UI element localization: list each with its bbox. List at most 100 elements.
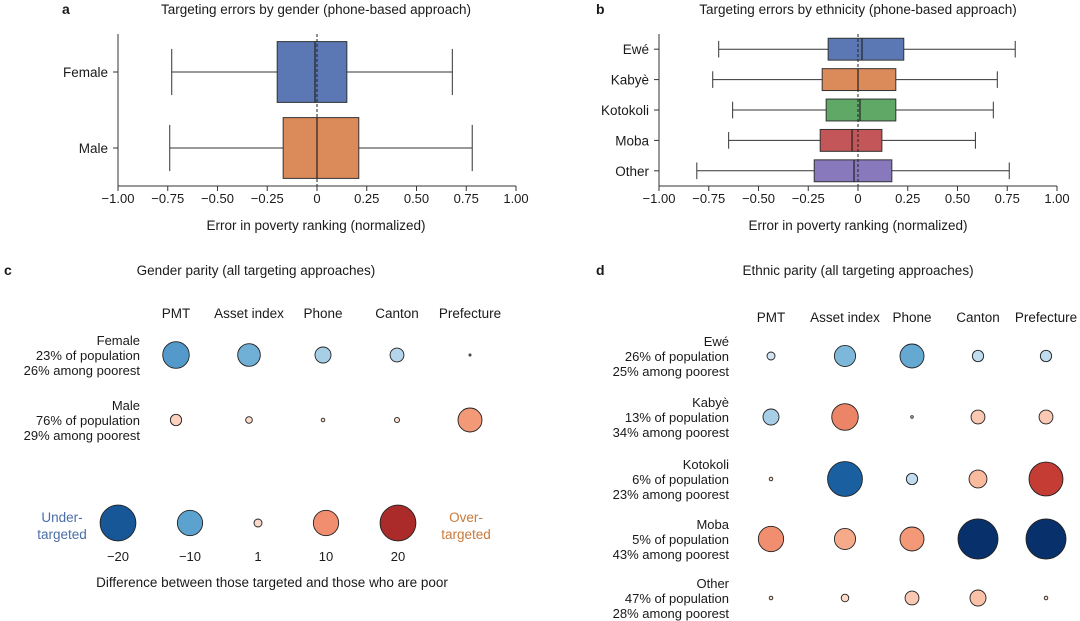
panel-d: d Ethnic parity (all targeting approache… — [596, 262, 1077, 621]
panel-a-plot: −1.00 −0.75 −0.50 −0.25 0 0.25 0.50 0.75 1.00 Fem… — [63, 34, 529, 206]
panel-letter-b: b — [596, 1, 605, 17]
panel-c-title: Gender parity (all targeting approaches) — [137, 263, 376, 278]
b-x-tick-label: −0.25 — [792, 191, 825, 206]
b-category-label: Ewé — [623, 42, 649, 57]
d-bubble — [768, 595, 774, 601]
c-bubble — [237, 343, 261, 367]
d-row-name: Ewé — [704, 334, 729, 349]
a-x-tick-label: 0.50 — [404, 191, 429, 206]
d-bubble — [1025, 518, 1067, 560]
b-x-tick-label: −1.00 — [643, 191, 676, 206]
c-row-population: 76% of population — [36, 413, 140, 428]
c-legend-value: −20 — [107, 549, 129, 564]
d-bubble — [766, 351, 776, 361]
panel-d-title: Ethnic parity (all targeting approaches) — [742, 263, 973, 278]
panel-b-xlabel: Error in poverty ranking (normalized) — [748, 218, 967, 233]
a-box-1 — [282, 117, 360, 179]
panel-letter-c: c — [4, 262, 12, 278]
c-bubble — [320, 417, 326, 423]
d-bubble — [1043, 595, 1049, 601]
panel-c-legend-caption: Difference between those targeted and th… — [96, 575, 448, 590]
panel-letter-a: a — [62, 1, 70, 17]
b-category-label: Kabyè — [611, 73, 649, 88]
d-bubble — [970, 409, 986, 425]
d-row-name: Other — [696, 576, 729, 591]
c-column-header: PMT — [162, 306, 191, 321]
a-category-label: Male — [79, 141, 108, 156]
b-category-label: Moba — [615, 133, 649, 148]
d-column-header: Phone — [892, 310, 931, 325]
d-bubble — [971, 349, 985, 363]
panel-d-grid: PMT Asset index Phone Canton Prefecture Ewé26… — [613, 310, 1078, 621]
c-row-name: Female — [97, 333, 140, 348]
d-bubble — [833, 527, 857, 551]
c-bubble — [457, 407, 483, 433]
a-x-tick-label: −0.25 — [251, 191, 284, 206]
a-x-tick-label: 0.75 — [454, 191, 479, 206]
c-legend-bubble — [99, 504, 137, 542]
c-column-header: Phone — [303, 306, 342, 321]
panel-b-title: Targeting errors by ethnicity (phone-bas… — [699, 2, 1016, 17]
panel-c-grid: PMT Asset index Phone Canton Prefecture Femal… — [24, 306, 502, 443]
c-bubble — [162, 341, 190, 369]
a-x-tick-label: −0.75 — [151, 191, 184, 206]
c-legend-under-label: Under-targeted — [37, 510, 87, 542]
d-bubble — [905, 472, 919, 486]
a-x-tick-label: −1.00 — [102, 191, 135, 206]
c-legend-bubble — [253, 518, 263, 528]
b-box-4 — [813, 159, 893, 183]
d-bubble — [833, 344, 857, 368]
d-bubble — [957, 518, 999, 560]
c-bubble — [314, 346, 332, 364]
d-row-population: 13% of population — [625, 410, 729, 425]
d-row-poorest: 43% among poorest — [613, 547, 730, 562]
d-bubble — [762, 408, 780, 426]
d-row-poorest: 23% among poorest — [613, 487, 730, 502]
c-bubble — [169, 413, 183, 427]
d-bubble — [831, 403, 859, 431]
b-box-3 — [819, 128, 883, 152]
d-bubble — [899, 343, 925, 369]
d-row-name: Kotokoli — [683, 457, 729, 472]
a-x-tick-label: −0.50 — [201, 191, 234, 206]
a-x-tick-label: 0 — [313, 191, 320, 206]
c-legend-bubble — [379, 504, 417, 542]
c-legend-over-label: Over-targeted — [441, 510, 491, 542]
b-x-tick-label: −0.75 — [692, 191, 725, 206]
b-x-tick-label: 0.75 — [995, 191, 1020, 206]
d-row-population: 5% of population — [632, 532, 729, 547]
c-column-header: Canton — [375, 306, 419, 321]
b-box-1 — [821, 68, 897, 92]
b-x-tick-label: 1.00 — [1044, 191, 1069, 206]
panel-a-xlabel: Error in poverty ranking (normalized) — [206, 218, 425, 233]
c-legend-bubble — [312, 509, 340, 537]
b-x-tick-label: 0 — [854, 191, 861, 206]
d-bubble — [1039, 349, 1053, 363]
d-bubble — [1028, 461, 1064, 497]
panel-letter-d: d — [596, 262, 605, 278]
c-row-name: Male — [112, 398, 140, 413]
panel-b-plot: −1.00 −0.75 −0.50 −0.25 0 0.25 0.50 0.75 1.00 Ewé… — [601, 34, 1070, 206]
c-legend-bubble — [176, 509, 204, 537]
c-legend-value: 10 — [319, 549, 333, 564]
b-x-tick-label: −0.50 — [742, 191, 775, 206]
d-row-poorest: 25% among poorest — [613, 364, 730, 379]
d-bubble — [757, 525, 785, 553]
d-row-poorest: 28% among poorest — [613, 606, 730, 621]
panel-a: a Targeting errors by gender (phone-base… — [62, 1, 529, 233]
c-row-poorest: 26% among poorest — [24, 363, 141, 378]
a-x-tick-label: 0.25 — [354, 191, 379, 206]
b-category-label: Other — [615, 164, 649, 179]
d-bubble — [840, 593, 850, 603]
d-row-population: 6% of population — [632, 472, 729, 487]
c-row-poorest: 29% among poorest — [24, 428, 141, 443]
b-x-tick-label: 0.50 — [945, 191, 970, 206]
c-column-header: Asset index — [214, 306, 284, 321]
panel-c-legend: −20 −10 1 10 20 Under-targeted Over-targeted — [37, 504, 491, 564]
d-column-header: Canton — [956, 310, 1000, 325]
c-bubble — [394, 417, 400, 423]
d-bubble — [969, 589, 987, 607]
panel-c: c Gender parity (all targeting approache… — [4, 262, 501, 590]
b-category-label: Kotokoli — [601, 103, 649, 118]
